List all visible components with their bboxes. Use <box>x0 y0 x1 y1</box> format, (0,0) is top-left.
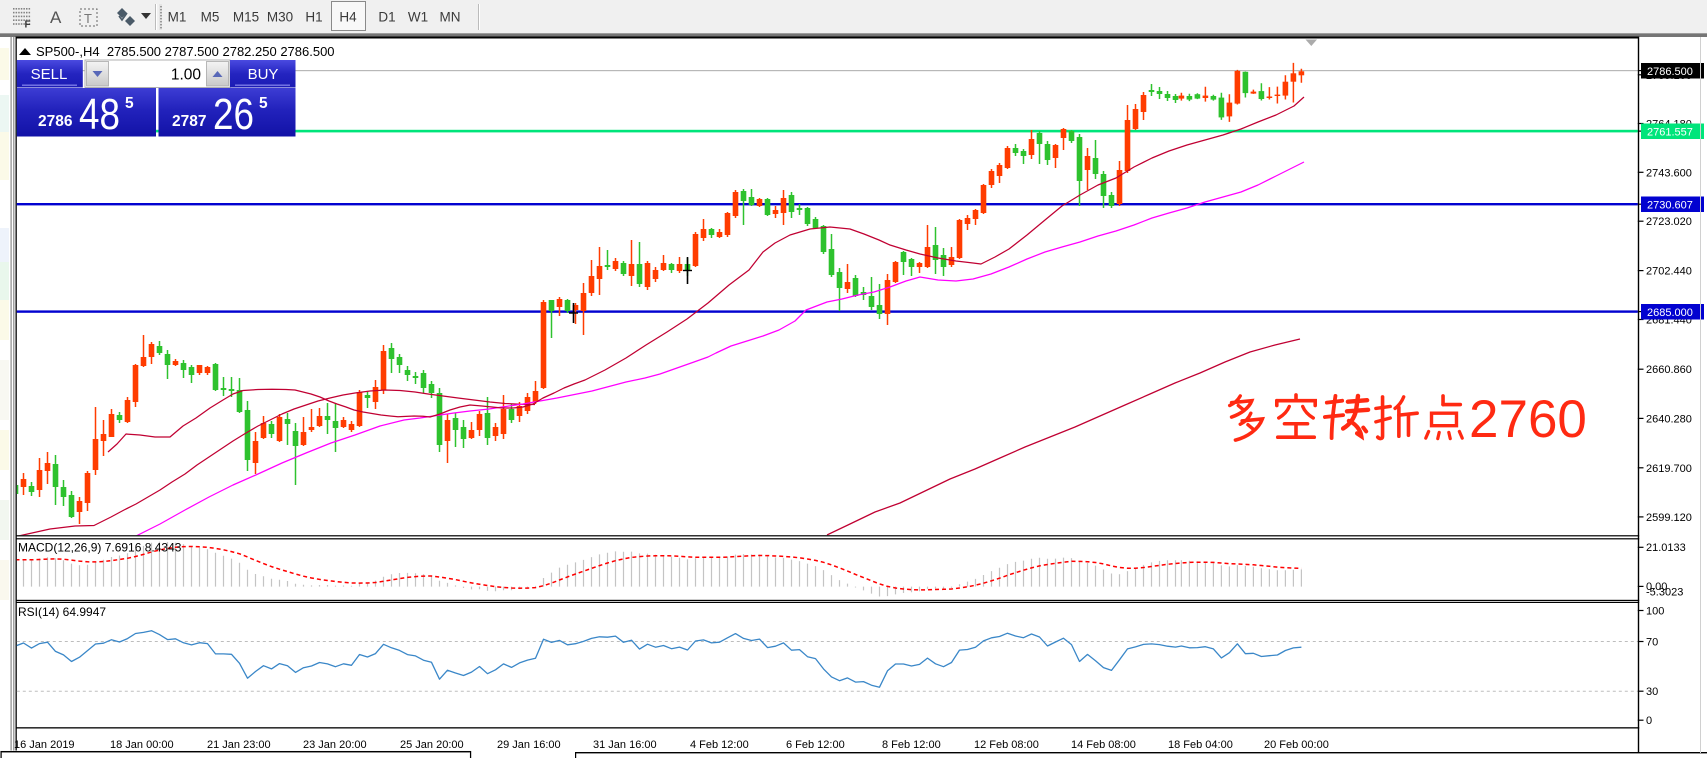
svg-text:2702.440: 2702.440 <box>1646 266 1692 278</box>
svg-text:-5.3023: -5.3023 <box>1646 587 1683 599</box>
svg-text:2640.280: 2640.280 <box>1646 413 1692 425</box>
svg-text:BUY: BUY <box>248 66 279 83</box>
svg-text:25 Jan 20:00: 25 Jan 20:00 <box>400 739 464 751</box>
svg-text:2786: 2786 <box>38 113 73 130</box>
svg-text:20 Feb 00:00: 20 Feb 00:00 <box>1264 739 1329 751</box>
svg-text:70: 70 <box>1646 637 1658 649</box>
svg-text:H1: H1 <box>305 10 322 25</box>
svg-text:W1: W1 <box>408 10 428 25</box>
svg-text:5: 5 <box>125 95 134 112</box>
svg-text:D1: D1 <box>378 10 395 25</box>
svg-text:8 Feb 12:00: 8 Feb 12:00 <box>882 739 941 751</box>
svg-text:16 Jan 2019: 16 Jan 2019 <box>14 739 75 751</box>
svg-text:SELL: SELL <box>31 66 68 83</box>
svg-text:21.0133: 21.0133 <box>1646 542 1686 554</box>
svg-text:RSI(14) 64.9947: RSI(14) 64.9947 <box>18 605 106 619</box>
svg-text:2730.607: 2730.607 <box>1647 200 1693 212</box>
svg-text:26: 26 <box>213 90 254 139</box>
svg-text:H4: H4 <box>339 10 357 25</box>
svg-text:M30: M30 <box>267 10 293 25</box>
svg-text:2787: 2787 <box>172 113 206 130</box>
svg-text:M15: M15 <box>233 10 259 25</box>
svg-text:29 Jan 16:00: 29 Jan 16:00 <box>497 739 561 751</box>
svg-text:2723.020: 2723.020 <box>1646 216 1692 228</box>
svg-text:M1: M1 <box>168 10 187 25</box>
svg-text:2761.557: 2761.557 <box>1647 127 1693 139</box>
svg-text:6 Feb 12:00: 6 Feb 12:00 <box>786 739 845 751</box>
svg-text:F: F <box>25 20 31 31</box>
svg-text:4 Feb 12:00: 4 Feb 12:00 <box>690 739 749 751</box>
svg-text:M5: M5 <box>201 10 220 25</box>
svg-text:0.00: 0.00 <box>1646 581 1667 593</box>
svg-text:MACD(12,26,9) 7.6916 8.4343: MACD(12,26,9) 7.6916 8.4343 <box>18 541 182 555</box>
svg-text:MN: MN <box>440 10 461 25</box>
svg-text:2599.120: 2599.120 <box>1646 512 1692 524</box>
svg-text:T: T <box>84 11 92 26</box>
svg-text:30: 30 <box>1646 686 1658 698</box>
svg-text:23 Jan 20:00: 23 Jan 20:00 <box>303 739 367 751</box>
svg-text:18 Jan 00:00: 18 Jan 00:00 <box>110 739 174 751</box>
svg-text:2660.860: 2660.860 <box>1646 364 1692 376</box>
svg-text:21 Jan 23:00: 21 Jan 23:00 <box>207 739 271 751</box>
svg-text:2786.500: 2786.500 <box>1647 66 1693 78</box>
svg-text:5: 5 <box>259 95 268 112</box>
svg-text:2760: 2760 <box>1469 390 1587 449</box>
svg-text:18 Feb 04:00: 18 Feb 04:00 <box>1168 739 1233 751</box>
svg-text:A: A <box>50 8 62 27</box>
svg-text:SP500-,H4 2785.500 2787.500 2: SP500-,H4 2785.500 2787.500 2782.250 278… <box>36 44 335 59</box>
svg-text:0: 0 <box>1646 715 1652 727</box>
svg-text:1.00: 1.00 <box>171 67 202 84</box>
svg-text:31 Jan 16:00: 31 Jan 16:00 <box>593 739 657 751</box>
svg-text:14 Feb 08:00: 14 Feb 08:00 <box>1071 739 1136 751</box>
svg-text:2685.000: 2685.000 <box>1647 307 1693 319</box>
svg-text:12 Feb 08:00: 12 Feb 08:00 <box>974 739 1039 751</box>
svg-text:100: 100 <box>1646 606 1664 618</box>
svg-text:2743.600: 2743.600 <box>1646 167 1692 179</box>
svg-text:2619.700: 2619.700 <box>1646 463 1692 475</box>
svg-text:48: 48 <box>79 90 120 139</box>
